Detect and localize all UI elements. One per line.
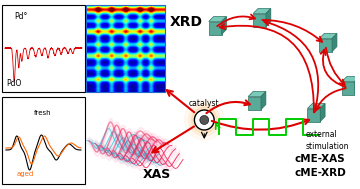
- Bar: [2, 5, 85, 92]
- Polygon shape: [221, 17, 226, 35]
- Circle shape: [194, 110, 214, 130]
- Text: cME-XAS: cME-XAS: [294, 154, 345, 164]
- Text: PdO: PdO: [6, 79, 21, 88]
- Bar: [253, 13, 266, 26]
- Circle shape: [189, 104, 220, 136]
- Polygon shape: [266, 9, 271, 26]
- Text: XRD: XRD: [170, 15, 203, 29]
- Polygon shape: [332, 34, 337, 51]
- Text: aged: aged: [17, 171, 34, 177]
- Text: XAS: XAS: [143, 168, 171, 181]
- Circle shape: [192, 107, 217, 133]
- Circle shape: [200, 115, 209, 125]
- Polygon shape: [253, 9, 271, 13]
- Bar: [2, 97, 85, 184]
- Polygon shape: [261, 91, 266, 109]
- Text: cME-XRD: cME-XRD: [294, 168, 346, 178]
- Circle shape: [185, 100, 224, 140]
- Polygon shape: [320, 104, 325, 122]
- Polygon shape: [209, 17, 226, 22]
- Bar: [307, 108, 320, 122]
- Text: catalyst: catalyst: [189, 99, 220, 108]
- Text: Pd°: Pd°: [14, 12, 27, 21]
- Polygon shape: [319, 34, 337, 39]
- Polygon shape: [355, 77, 360, 94]
- Text: fresh: fresh: [33, 110, 51, 116]
- Bar: [319, 39, 332, 51]
- Bar: [86, 5, 165, 92]
- Polygon shape: [342, 77, 360, 81]
- Polygon shape: [248, 91, 266, 97]
- Text: external
stimulation: external stimulation: [306, 130, 350, 151]
- Bar: [342, 81, 355, 94]
- Polygon shape: [307, 104, 325, 108]
- Bar: [209, 22, 221, 35]
- Bar: [248, 97, 261, 109]
